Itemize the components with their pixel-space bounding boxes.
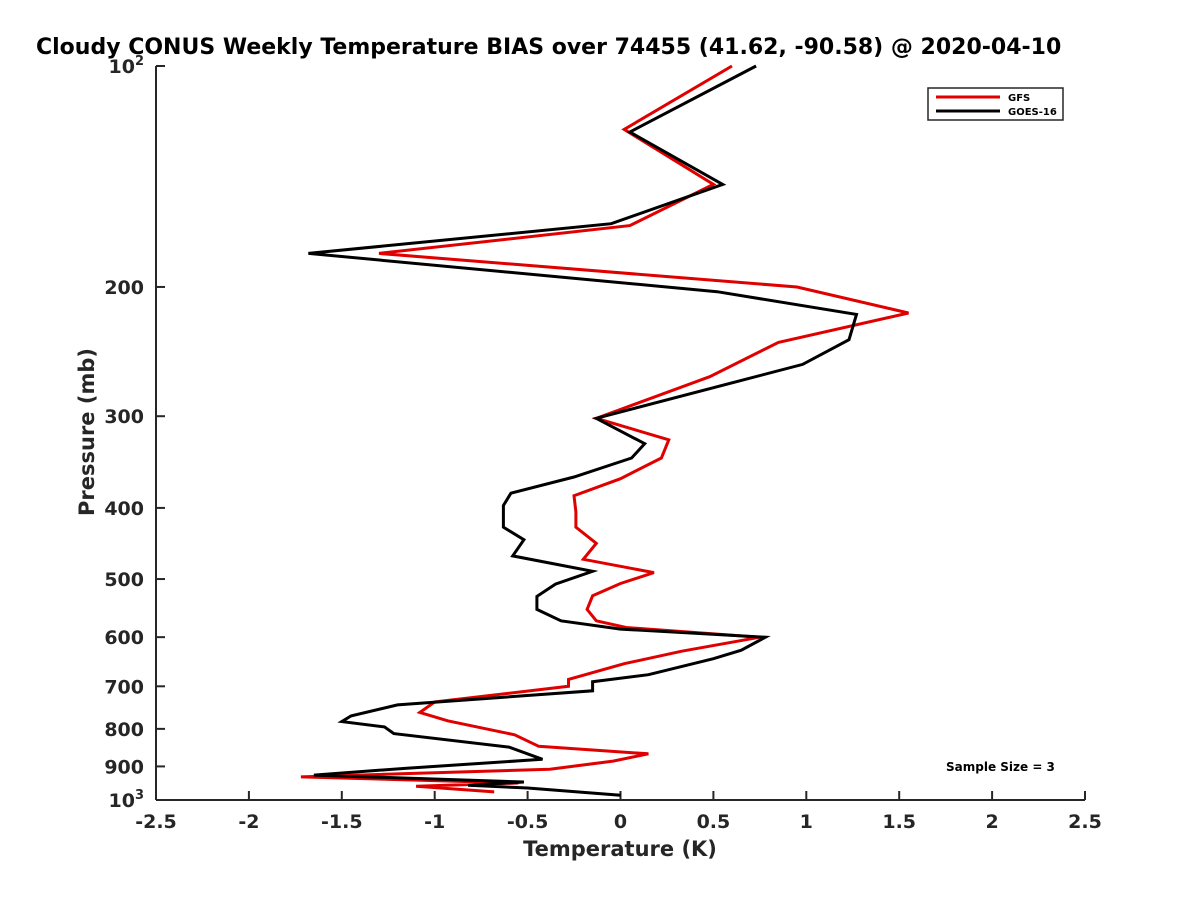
x-tick-label: 1.5: [882, 811, 916, 833]
legend-box: [927, 87, 1064, 121]
y-tick-label: 500: [104, 569, 144, 591]
y-tick-label: 400: [104, 498, 144, 520]
y-tick-label: 700: [104, 676, 144, 698]
x-tick-label: -2.5: [135, 811, 177, 833]
sample-size-annotation: Sample Size = 3: [946, 760, 1055, 774]
x-tick-label: -1: [424, 811, 445, 833]
y-axis-label: Pressure (mb): [75, 348, 99, 516]
x-tick-label: 0.5: [697, 811, 731, 833]
plot-axes: -2.5 -2 -1.5 -1 -0.5 0 0.5 1 1.5 2 2.5 102 200 300 400…: [104, 54, 1102, 833]
series-line-goes-16: [308, 64, 859, 797]
y-tick-label: 103: [109, 788, 145, 812]
y-tick-label: 300: [104, 406, 144, 428]
legend: GFS GOES-16: [927, 87, 1064, 121]
legend-entry-label: GOES-16: [1008, 107, 1057, 118]
x-tick-label: -1.5: [321, 811, 363, 833]
x-tick-label: -2: [238, 811, 259, 833]
x-tick-label: 2: [985, 811, 998, 833]
series-layer: [300, 64, 909, 797]
x-tick-label: 1: [800, 811, 813, 833]
y-tick-label: 600: [104, 627, 144, 649]
y-tick-label: 200: [104, 277, 144, 299]
x-axis-label: Temperature (K): [523, 837, 717, 861]
x-tick-label: 2.5: [1068, 811, 1102, 833]
series-line-gfs: [300, 64, 909, 794]
chart-title: Cloudy CONUS Weekly Temperature BIAS ove…: [36, 35, 1061, 60]
legend-entry-label: GFS: [1008, 93, 1030, 104]
x-tick-label: -0.5: [507, 811, 549, 833]
y-tick-label: 900: [104, 756, 144, 778]
x-tick-label: 0: [614, 811, 627, 833]
y-tick-label: 800: [104, 719, 144, 741]
y-tick-label: 102: [109, 54, 145, 78]
